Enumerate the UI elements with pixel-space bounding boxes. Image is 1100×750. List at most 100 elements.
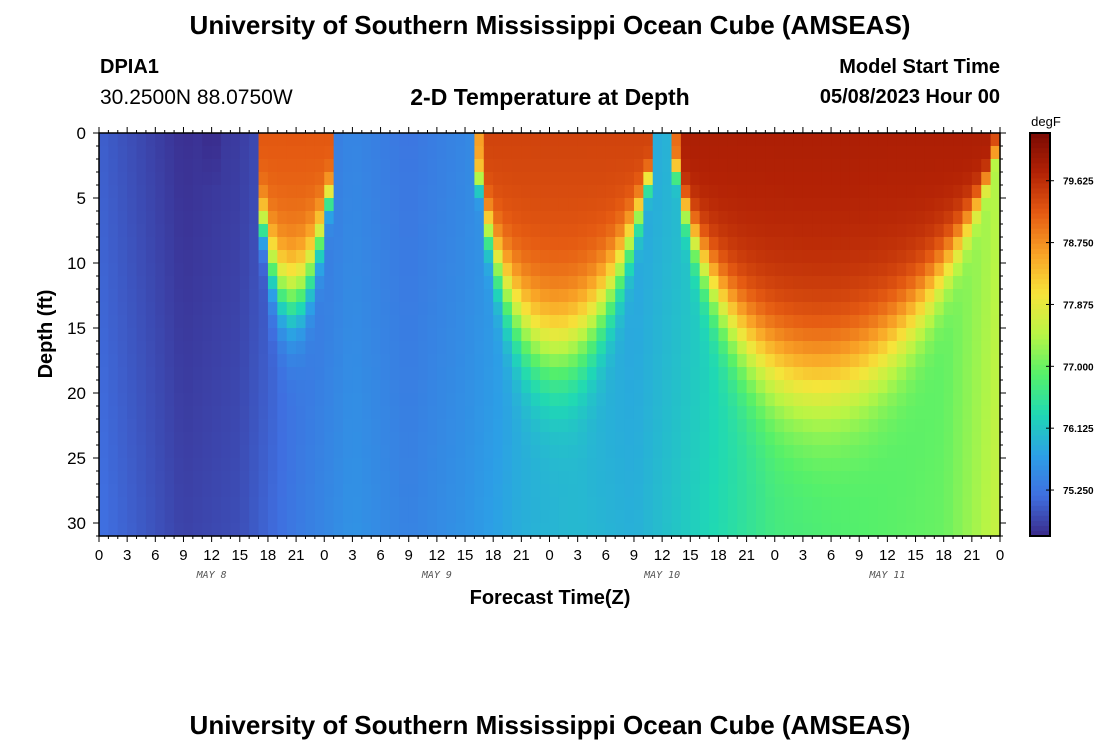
heatmap-cell: [174, 172, 185, 186]
heatmap-cell: [249, 393, 260, 407]
heatmap-cell: [221, 328, 231, 342]
heatmap-cell: [934, 432, 945, 446]
heatmap-cell: [746, 237, 757, 251]
heatmap-cell: [633, 341, 644, 355]
heatmap-cell: [99, 198, 109, 212]
heatmap-cell: [793, 354, 804, 368]
heatmap-cell: [436, 458, 447, 472]
heatmap-cell: [859, 380, 870, 394]
heatmap-cell: [690, 341, 701, 355]
heatmap-cell: [108, 367, 119, 381]
heatmap-cell: [258, 133, 269, 147]
heatmap-cell: [971, 510, 982, 524]
heatmap-cell: [831, 354, 842, 368]
heatmap-cell: [934, 224, 945, 238]
heatmap-cell: [934, 172, 945, 186]
heatmap-cell: [380, 510, 391, 524]
heatmap-cell: [549, 367, 560, 381]
y-axis-label: Depth (ft): [35, 290, 57, 379]
heatmap-cell: [127, 172, 138, 186]
heatmap-cell: [333, 211, 344, 225]
heatmap-cell: [305, 380, 316, 394]
heatmap-cell: [230, 406, 241, 420]
heatmap-cell: [709, 289, 720, 303]
heatmap-cell: [408, 380, 419, 394]
heatmap-cell: [277, 510, 288, 524]
x-tick-label: 0: [545, 547, 553, 564]
heatmap-cell: [596, 393, 607, 407]
heatmap-cell: [502, 185, 513, 199]
heatmap-cell: [389, 263, 400, 277]
heatmap-cell: [558, 380, 569, 394]
heatmap-cell: [202, 133, 213, 147]
heatmap-cell: [202, 211, 213, 225]
heatmap-cell: [971, 185, 982, 199]
heatmap-cell: [643, 393, 654, 407]
heatmap-cell: [493, 432, 504, 446]
heatmap-cell: [221, 276, 231, 290]
heatmap-cell: [446, 146, 457, 160]
x-tick-label: 21: [738, 547, 755, 564]
heatmap-cell: [558, 367, 569, 381]
heatmap-cell: [737, 484, 748, 498]
heatmap-cell: [296, 315, 307, 329]
heatmap-cell: [511, 211, 522, 225]
heatmap-cell: [324, 159, 335, 173]
heatmap-cell: [145, 237, 156, 251]
heatmap-cell: [296, 159, 307, 173]
heatmap-cell: [99, 328, 109, 342]
heatmap-cell: [802, 497, 813, 511]
heatmap-cell: [436, 354, 447, 368]
heatmap-cell: [549, 159, 560, 173]
heatmap-cell: [971, 133, 982, 147]
heatmap-cell: [831, 458, 842, 472]
heatmap-cell: [530, 302, 541, 316]
heatmap-cell: [493, 237, 504, 251]
heatmap-cell: [774, 445, 785, 459]
heatmap-cell: [117, 211, 128, 225]
heatmap-cell: [192, 263, 203, 277]
heatmap-cell: [624, 315, 635, 329]
heatmap-cell: [465, 276, 476, 290]
heatmap-cell: [934, 211, 945, 225]
heatmap-cell: [117, 510, 128, 524]
heatmap-cell: [802, 367, 813, 381]
heatmap-cell: [446, 185, 457, 199]
heatmap-cell: [408, 445, 419, 459]
heatmap-cell: [258, 523, 269, 537]
heatmap-cell: [737, 419, 748, 433]
y-tick-label: 15: [67, 319, 86, 338]
heatmap-cell: [690, 289, 701, 303]
heatmap-cell: [211, 471, 222, 485]
heatmap-cell: [314, 510, 325, 524]
heatmap-cell: [511, 510, 522, 524]
heatmap-cell: [971, 250, 982, 264]
heatmap-cell: [821, 380, 832, 394]
heatmap-cell: [549, 224, 560, 238]
heatmap-cell: [887, 354, 898, 368]
heatmap-cell: [296, 263, 307, 277]
heatmap-cell: [962, 471, 973, 485]
heatmap-cell: [145, 523, 156, 537]
heatmap-cell: [258, 328, 269, 342]
heatmap-cell: [558, 198, 569, 212]
heatmap-cell: [192, 510, 203, 524]
heatmap-cell: [108, 211, 119, 225]
heatmap-cell: [784, 276, 795, 290]
heatmap-cell: [624, 146, 635, 160]
heatmap-cell: [436, 185, 447, 199]
heatmap-cell: [699, 471, 710, 485]
heatmap-cell: [934, 159, 945, 173]
heatmap-cell: [812, 211, 823, 225]
x-tick-label: 0: [996, 547, 1004, 564]
heatmap-cell: [943, 354, 954, 368]
heatmap-cell: [784, 445, 795, 459]
heatmap-cell: [493, 510, 504, 524]
heatmap-cell: [155, 198, 166, 212]
heatmap-cell: [296, 484, 307, 498]
heatmap-cell: [887, 224, 898, 238]
heatmap-cell: [389, 211, 400, 225]
heatmap-cell: [615, 328, 626, 342]
heatmap-cell: [915, 133, 926, 147]
